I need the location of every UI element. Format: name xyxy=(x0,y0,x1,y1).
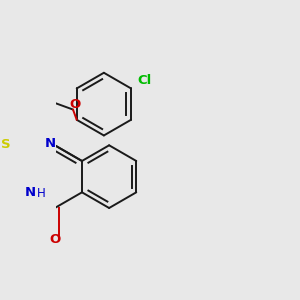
Text: N: N xyxy=(25,186,36,199)
Text: N: N xyxy=(45,137,56,150)
Text: S: S xyxy=(1,138,10,151)
Text: O: O xyxy=(49,233,60,246)
Text: H: H xyxy=(37,188,45,200)
Text: O: O xyxy=(69,98,80,111)
Text: Cl: Cl xyxy=(137,74,152,87)
